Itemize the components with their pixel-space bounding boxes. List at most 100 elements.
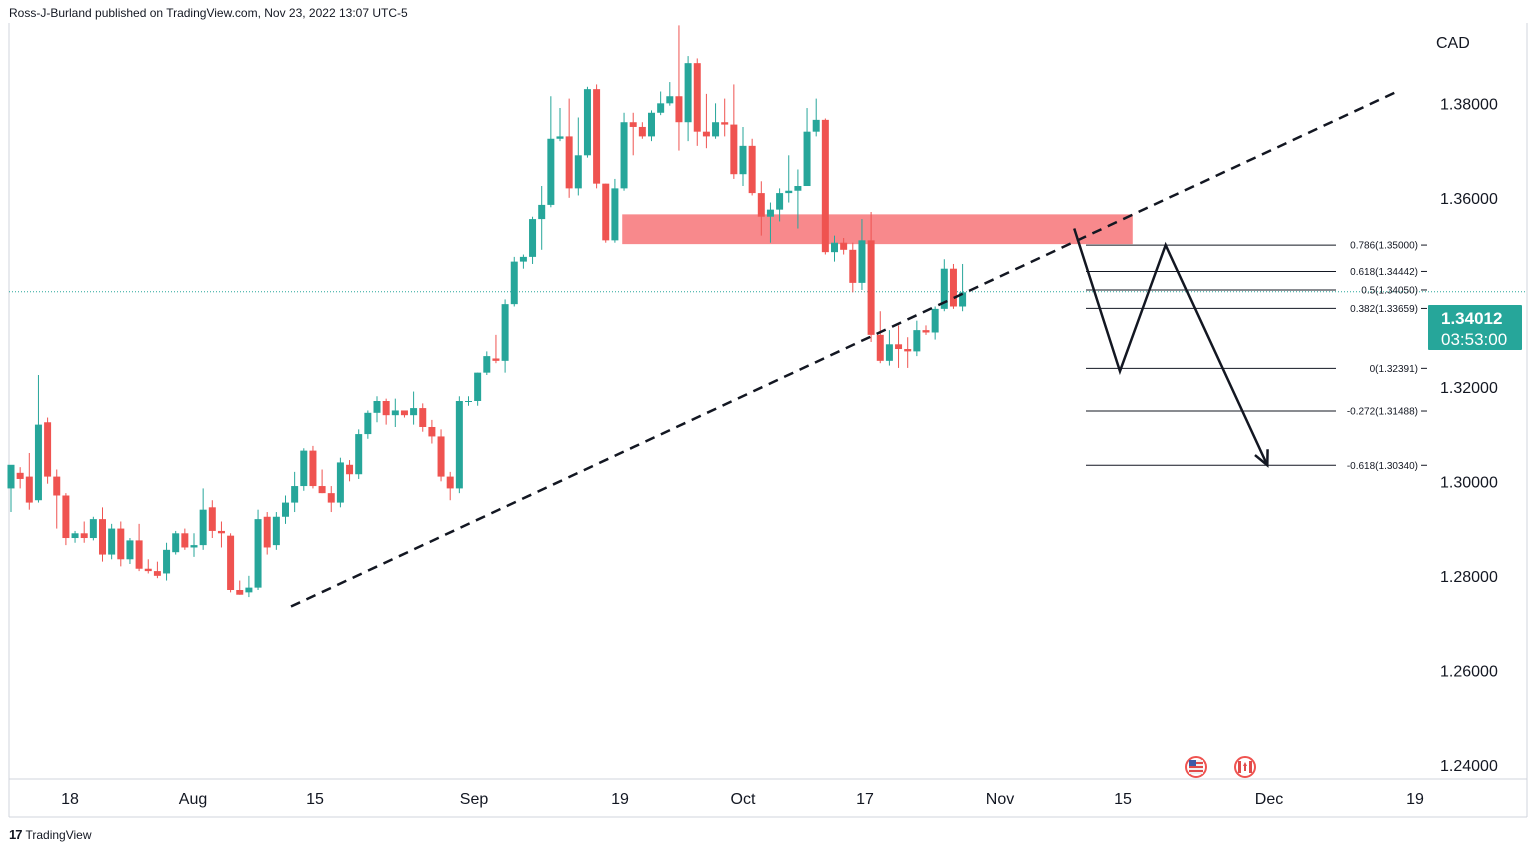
candle[interactable] (895, 325, 903, 368)
candle[interactable] (126, 538, 134, 565)
candle[interactable] (71, 530, 79, 543)
candle[interactable] (867, 212, 875, 342)
candle[interactable] (227, 533, 235, 593)
candle[interactable] (876, 311, 884, 364)
trendline-dashed[interactable] (290, 89, 1401, 608)
candle[interactable] (519, 254, 527, 269)
candle[interactable] (949, 263, 957, 309)
candle[interactable] (611, 178, 619, 243)
projection-path[interactable] (1073, 228, 1269, 466)
candle[interactable] (336, 457, 344, 508)
resistance-zone[interactable] (622, 214, 1133, 245)
candle[interactable] (776, 188, 784, 222)
candle[interactable] (373, 396, 381, 423)
candle[interactable] (190, 533, 198, 557)
candle[interactable] (501, 299, 509, 373)
candle[interactable] (172, 530, 180, 555)
candle[interactable] (53, 469, 61, 529)
candle[interactable] (748, 138, 756, 196)
candle[interactable] (410, 391, 418, 425)
candle[interactable] (217, 521, 225, 548)
candle[interactable] (922, 325, 930, 335)
candle[interactable] (730, 84, 738, 179)
candle[interactable] (446, 471, 454, 501)
candle[interactable] (931, 306, 939, 340)
candle[interactable] (812, 98, 820, 137)
candle[interactable] (712, 103, 720, 139)
candle[interactable] (739, 126, 747, 187)
candle[interactable] (108, 523, 116, 560)
candle[interactable] (757, 181, 765, 236)
candle[interactable] (959, 263, 967, 312)
candle[interactable] (602, 183, 610, 243)
candle[interactable] (181, 528, 189, 550)
candle[interactable] (199, 488, 207, 550)
candle[interactable] (547, 96, 555, 208)
candle[interactable] (153, 561, 161, 579)
candle[interactable] (593, 84, 601, 189)
candle[interactable] (355, 429, 363, 479)
canada-event-flag-icon[interactable] (1234, 756, 1256, 778)
candle[interactable] (565, 98, 573, 198)
candle[interactable] (428, 419, 436, 444)
candle[interactable] (254, 509, 262, 590)
candle[interactable] (620, 112, 628, 191)
candle[interactable] (419, 403, 427, 432)
candle[interactable] (794, 169, 802, 229)
candle[interactable] (831, 235, 838, 262)
candle[interactable] (44, 417, 52, 484)
candle[interactable] (483, 351, 491, 376)
candle[interactable] (904, 337, 912, 368)
candle[interactable] (803, 108, 811, 187)
candle[interactable] (346, 460, 354, 482)
candle[interactable] (117, 521, 125, 567)
candle[interactable] (34, 375, 42, 503)
candle[interactable] (282, 495, 289, 524)
candle[interactable] (135, 523, 143, 572)
candle[interactable] (236, 580, 244, 595)
us-event-flag-icon[interactable] (1185, 756, 1207, 778)
candle[interactable] (574, 117, 582, 196)
candle[interactable] (318, 469, 326, 494)
candle[interactable] (629, 112, 637, 156)
candle[interactable] (62, 493, 70, 546)
candle[interactable] (840, 237, 848, 255)
candle[interactable] (300, 448, 308, 491)
candle[interactable] (99, 507, 106, 562)
candle[interactable] (89, 516, 97, 541)
candle[interactable] (785, 155, 793, 203)
candle[interactable] (583, 86, 591, 158)
candle[interactable] (163, 542, 171, 581)
candle[interactable] (538, 186, 546, 250)
candle[interactable] (556, 108, 564, 142)
candle[interactable] (144, 559, 152, 574)
candle[interactable] (766, 202, 774, 243)
candle[interactable] (684, 56, 692, 142)
candle[interactable] (7, 464, 15, 513)
candle[interactable] (272, 512, 280, 550)
candle[interactable] (638, 122, 646, 139)
candle[interactable] (455, 396, 463, 494)
footer-brand[interactable]: 17 TradingView (9, 827, 92, 842)
candle[interactable] (80, 521, 88, 543)
candle[interactable] (437, 429, 445, 482)
candle[interactable] (291, 471, 299, 513)
candle[interactable] (474, 372, 482, 406)
candle[interactable] (208, 500, 216, 539)
candle[interactable] (364, 410, 372, 439)
candle[interactable] (465, 396, 472, 406)
candle[interactable] (721, 98, 729, 137)
candle[interactable] (400, 410, 408, 418)
candle[interactable] (657, 91, 665, 116)
candle[interactable] (245, 575, 253, 598)
candle[interactable] (327, 486, 335, 513)
candle[interactable] (821, 118, 829, 255)
candle[interactable] (648, 110, 655, 142)
candle[interactable] (702, 93, 710, 149)
candle[interactable] (675, 25, 683, 151)
candle[interactable] (382, 398, 390, 425)
candle[interactable] (309, 445, 317, 489)
candle[interactable] (693, 58, 701, 146)
candle[interactable] (16, 467, 24, 489)
